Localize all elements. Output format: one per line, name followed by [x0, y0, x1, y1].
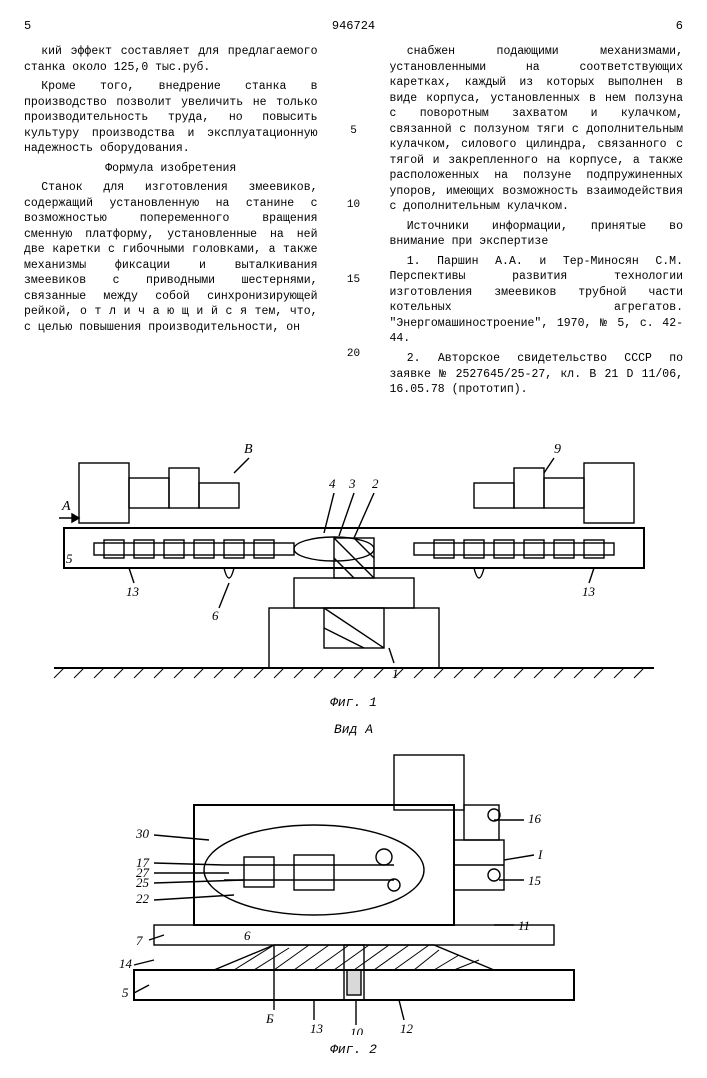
svg-text:12: 12	[400, 1021, 414, 1035]
sources-title: Источники информации, принятые во вниман…	[390, 219, 684, 250]
line-num: 15	[346, 273, 362, 288]
figure-2-caption: Фиг. 2	[24, 1041, 683, 1059]
svg-text:14: 14	[119, 956, 133, 971]
col1-para1: кий эффект составляет для предлагаемого …	[24, 44, 318, 75]
svg-text:25: 25	[136, 875, 150, 890]
svg-text:1: 1	[392, 666, 399, 681]
svg-text:2: 2	[372, 476, 379, 491]
line-num: 5	[346, 124, 362, 139]
svg-text:13: 13	[582, 584, 596, 599]
line-num: 10	[346, 198, 362, 213]
figure-1-caption: Фиг. 1	[24, 694, 683, 712]
col1-para2: Кроме того, внедрение станка в производс…	[24, 79, 318, 157]
figure-2-area: Вид А	[24, 721, 683, 1058]
svg-text:5: 5	[122, 985, 129, 1000]
line-num: 20	[346, 347, 362, 362]
svg-text:16: 16	[528, 811, 542, 826]
text-columns: кий эффект составляет для предлагаемого …	[24, 44, 683, 401]
svg-text:B: B	[244, 442, 253, 457]
right-column: снабжен подающими механизмами, установле…	[390, 44, 684, 401]
svg-text:15: 15	[528, 873, 542, 888]
svg-text:4: 4	[329, 476, 336, 491]
svg-text:13: 13	[310, 1021, 324, 1035]
left-column: кий эффект составляет для предлагаемого …	[24, 44, 318, 401]
svg-text:A: A	[61, 499, 71, 514]
col2-para1: снабжен подающими механизмами, установле…	[390, 44, 684, 215]
svg-text:13: 13	[126, 584, 140, 599]
figure-1-area: A B 9 5 13 6 4 3 2 1 13 Фиг. 1	[24, 408, 683, 712]
svg-text:6: 6	[212, 608, 219, 623]
page-number-left: 5	[24, 18, 31, 34]
svg-text:10: 10	[350, 1025, 364, 1035]
svg-text:22: 22	[136, 891, 150, 906]
svg-text:9: 9	[554, 442, 561, 457]
svg-text:6: 6	[244, 928, 251, 943]
document-number: 946724	[332, 18, 375, 34]
col1-para3: Станок для изготовления змеевиков, содер…	[24, 180, 318, 335]
figure-1-drawing: A B 9 5 13 6 4 3 2 1 13	[34, 408, 674, 688]
page-number-right: 6	[676, 18, 683, 34]
formula-title: Формула изобретения	[24, 161, 318, 177]
figure-2-drawing: 30 17 27 25 22 7 14 5 Б 13 10 12 11 15 1…	[94, 745, 614, 1035]
svg-text:7: 7	[136, 933, 143, 948]
svg-text:Б: Б	[265, 1011, 274, 1026]
svg-text:30: 30	[135, 826, 150, 841]
svg-text:3: 3	[348, 476, 356, 491]
line-number-gutter: 5 10 15 20	[346, 44, 362, 401]
svg-text:I: I	[537, 847, 543, 862]
figure-2-title: Вид А	[24, 721, 683, 739]
source-1: 1. Паршин А.А. и Тер-Миносян С.М. Перспе…	[390, 254, 684, 347]
svg-text:5: 5	[66, 551, 73, 566]
svg-text:11: 11	[518, 918, 530, 933]
source-2: 2. Авторское свидетельство СССР по заявк…	[390, 351, 684, 398]
